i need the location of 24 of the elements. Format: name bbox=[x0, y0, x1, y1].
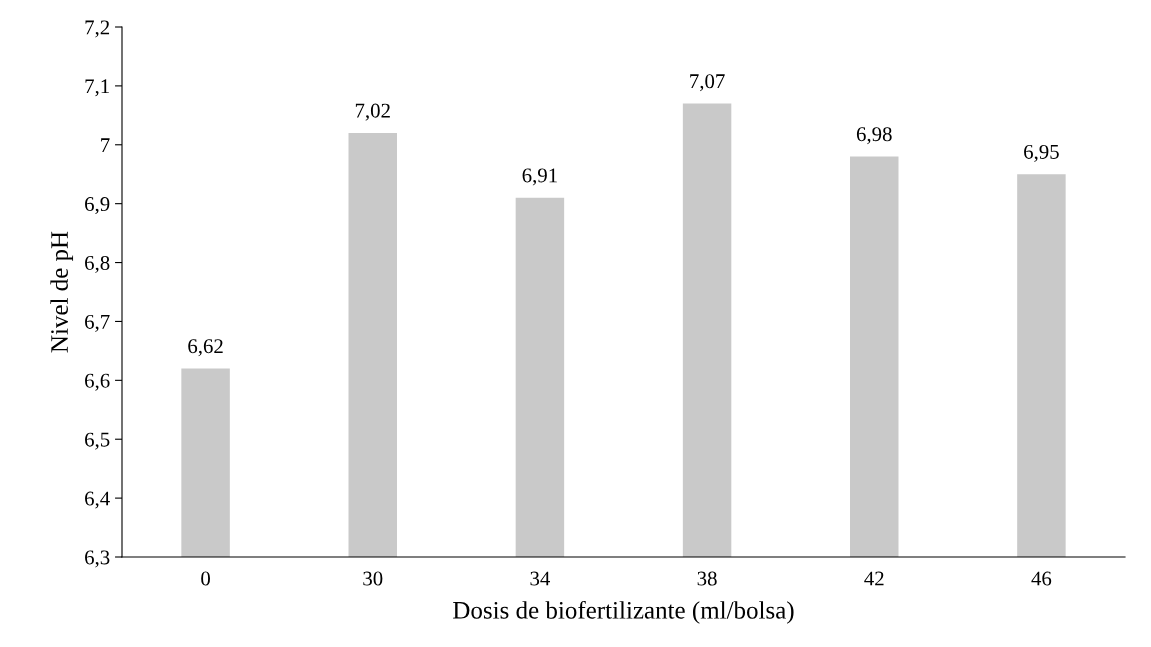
x-axis-title: Dosis de biofertilizante (ml/bolsa) bbox=[453, 600, 794, 624]
x-tick-label: 30 bbox=[363, 571, 383, 586]
data-label: 7,07 bbox=[690, 74, 725, 92]
y-tick-label: 7,2 bbox=[85, 20, 110, 38]
x-tick-label: 0 bbox=[201, 571, 210, 586]
y-tick-label: 6,9 bbox=[85, 197, 110, 215]
x-tick-label: 42 bbox=[864, 571, 884, 586]
y-tick-label: 6,5 bbox=[85, 432, 110, 450]
x-tick-label: 34 bbox=[530, 571, 551, 586]
x-tick-label: 38 bbox=[697, 571, 717, 586]
y-tick-label: 6,6 bbox=[85, 373, 110, 391]
x-tick-label: 46 bbox=[1031, 571, 1052, 586]
y-axis-title: Nivel de pH bbox=[50, 231, 74, 353]
y-tick-label: 7,1 bbox=[85, 79, 109, 97]
y-tick-label: 6,3 bbox=[85, 550, 110, 568]
data-label: 6,98 bbox=[856, 127, 892, 145]
data-label: 6,62 bbox=[188, 339, 223, 357]
data-label: 6,91 bbox=[522, 168, 557, 186]
y-tick-label: 7 bbox=[101, 138, 110, 153]
data-label: 7,02 bbox=[355, 103, 390, 121]
y-tick-label: 6,8 bbox=[85, 255, 110, 273]
y-tick-label: 6,7 bbox=[85, 314, 110, 332]
y-tick-label: 6,4 bbox=[85, 491, 110, 509]
data-label: 6,95 bbox=[1024, 144, 1059, 162]
